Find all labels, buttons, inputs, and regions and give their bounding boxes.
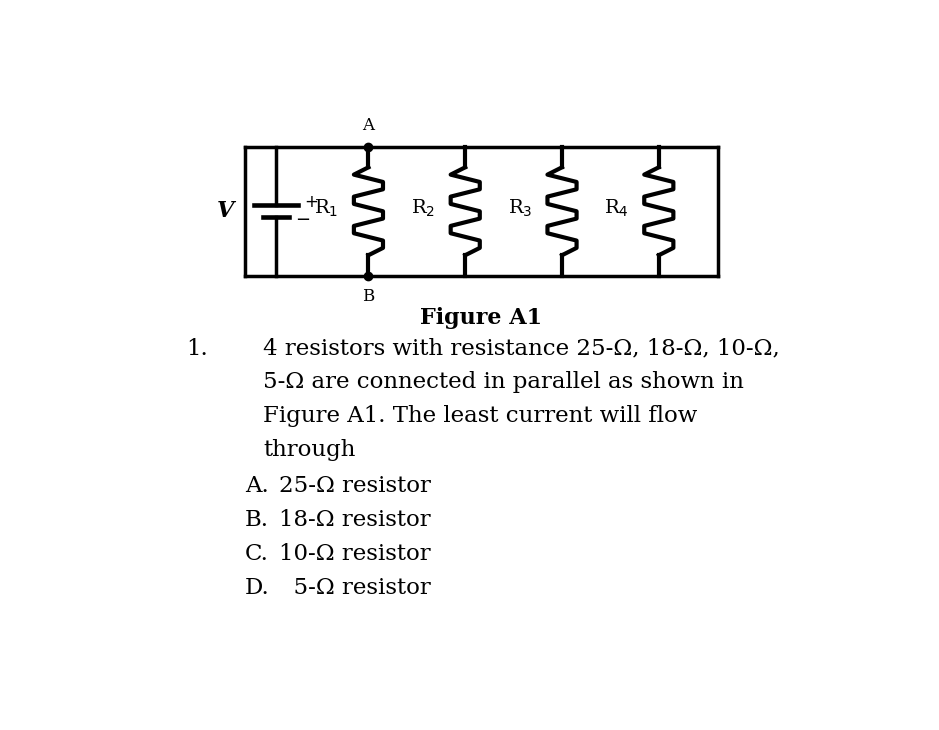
Text: A: A: [362, 118, 375, 134]
Text: R$_2$: R$_2$: [411, 198, 435, 219]
Text: B: B: [362, 288, 375, 305]
Text: A.: A.: [245, 475, 269, 497]
Text: Figure A1. The least current will flow: Figure A1. The least current will flow: [263, 405, 697, 427]
Text: 5-Ω resistor: 5-Ω resistor: [279, 577, 431, 599]
Text: R$_4$: R$_4$: [604, 198, 629, 219]
Text: C.: C.: [245, 543, 269, 565]
Text: R$_1$: R$_1$: [315, 198, 338, 219]
Text: R$_3$: R$_3$: [508, 198, 532, 219]
Text: 4 resistors with resistance 25-Ω, 18-Ω, 10-Ω,: 4 resistors with resistance 25-Ω, 18-Ω, …: [263, 338, 779, 360]
Text: 5-Ω are connected in parallel as shown in: 5-Ω are connected in parallel as shown i…: [263, 372, 744, 393]
Text: 1.: 1.: [187, 338, 208, 360]
Text: 25-Ω resistor: 25-Ω resistor: [279, 475, 431, 497]
Text: +: +: [304, 193, 318, 211]
Text: B.: B.: [245, 510, 269, 531]
Text: −: −: [295, 211, 310, 229]
Text: through: through: [263, 439, 355, 461]
Text: V: V: [217, 200, 234, 222]
Text: 10-Ω resistor: 10-Ω resistor: [279, 543, 431, 565]
Text: 18-Ω resistor: 18-Ω resistor: [279, 510, 431, 531]
Text: Figure A1: Figure A1: [420, 307, 543, 328]
Text: D.: D.: [245, 577, 269, 599]
